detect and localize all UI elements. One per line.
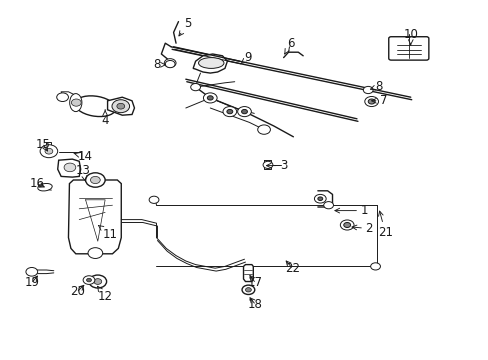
Circle shape: [89, 275, 106, 288]
Circle shape: [94, 279, 102, 284]
Circle shape: [317, 197, 322, 201]
Text: 11: 11: [98, 225, 117, 240]
Circle shape: [203, 93, 217, 103]
Text: 20: 20: [70, 285, 84, 298]
Circle shape: [88, 248, 102, 258]
Ellipse shape: [38, 184, 52, 191]
Circle shape: [57, 93, 68, 102]
Text: 15: 15: [36, 138, 50, 151]
Circle shape: [164, 59, 176, 67]
Text: 5: 5: [179, 17, 192, 36]
Text: 4: 4: [101, 110, 109, 127]
Circle shape: [237, 107, 251, 117]
Polygon shape: [243, 265, 253, 282]
Circle shape: [165, 60, 175, 68]
Text: 19: 19: [24, 276, 39, 289]
Polygon shape: [58, 159, 81, 177]
Circle shape: [90, 176, 100, 184]
Text: 6: 6: [284, 37, 294, 54]
Circle shape: [86, 278, 91, 282]
Ellipse shape: [69, 94, 81, 112]
Circle shape: [71, 99, 81, 106]
Circle shape: [263, 161, 272, 168]
Circle shape: [26, 267, 38, 276]
Circle shape: [340, 220, 353, 230]
Circle shape: [343, 222, 350, 228]
Polygon shape: [68, 180, 121, 254]
Ellipse shape: [198, 58, 224, 68]
Circle shape: [245, 288, 251, 292]
Circle shape: [85, 173, 105, 187]
Text: 9: 9: [240, 51, 252, 64]
Text: 2: 2: [351, 222, 372, 235]
Circle shape: [370, 263, 380, 270]
Text: 22: 22: [285, 261, 299, 275]
Text: 13: 13: [76, 165, 90, 182]
Text: 3: 3: [266, 159, 287, 172]
Text: 21: 21: [377, 211, 392, 239]
Bar: [46, 142, 51, 145]
Text: 12: 12: [98, 286, 112, 303]
Circle shape: [112, 100, 129, 113]
Circle shape: [45, 148, 53, 154]
Circle shape: [314, 194, 325, 203]
Text: 10: 10: [403, 28, 417, 45]
Polygon shape: [193, 54, 227, 73]
Circle shape: [364, 96, 378, 107]
Circle shape: [64, 163, 76, 172]
Text: 7: 7: [371, 94, 387, 107]
Circle shape: [323, 202, 333, 209]
Text: 18: 18: [247, 298, 262, 311]
Circle shape: [223, 107, 236, 117]
Circle shape: [363, 86, 372, 94]
Text: 16: 16: [29, 177, 44, 190]
Circle shape: [83, 276, 95, 284]
Text: 1: 1: [334, 204, 367, 217]
Text: 17: 17: [247, 275, 262, 289]
Circle shape: [242, 285, 254, 294]
Circle shape: [190, 84, 200, 91]
Circle shape: [117, 103, 124, 109]
Text: 8: 8: [152, 58, 165, 71]
Circle shape: [207, 96, 213, 100]
Ellipse shape: [75, 96, 116, 117]
Circle shape: [40, 145, 58, 158]
Text: 14: 14: [74, 150, 93, 163]
Text: 8: 8: [370, 80, 382, 93]
Circle shape: [367, 99, 374, 104]
Circle shape: [226, 109, 232, 114]
Polygon shape: [107, 97, 134, 115]
Circle shape: [149, 196, 159, 203]
Circle shape: [241, 109, 247, 114]
Circle shape: [257, 125, 270, 134]
FancyBboxPatch shape: [388, 37, 428, 60]
